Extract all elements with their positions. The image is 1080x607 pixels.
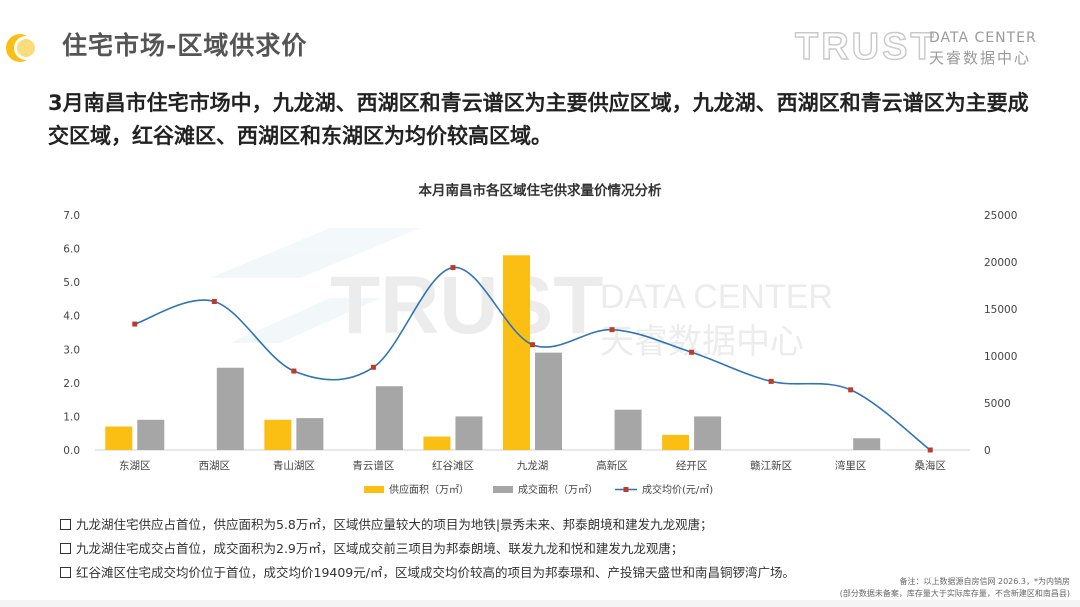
chart-legend: 供应面积（万㎡） 成交面积（万㎡） 成交均价(元/㎡) bbox=[364, 483, 713, 496]
logo-mark-icon bbox=[6, 34, 38, 62]
right-tick-label: 10000 bbox=[984, 351, 1017, 363]
left-tick-label: 7.0 bbox=[63, 210, 80, 222]
supply-bar bbox=[662, 434, 690, 450]
left-tick-label: 4.0 bbox=[63, 311, 80, 323]
supply-bar bbox=[503, 255, 530, 450]
category-tick-label: 东湖区 bbox=[119, 459, 151, 472]
category-tick-label: 西湖区 bbox=[199, 460, 231, 472]
note-item: 九龙湖住宅供应占首位，供应面积为5.8万㎡，区域供应量较大的项目为地铁|景秀未来… bbox=[60, 513, 860, 537]
category-tick-label: 高新区 bbox=[596, 459, 628, 472]
deal-bar bbox=[375, 386, 403, 450]
brand-sub-en: DATA CENTER bbox=[929, 30, 1037, 46]
right-tick-label: 25000 bbox=[984, 210, 1017, 222]
category-tick-label: 经开区 bbox=[676, 459, 708, 472]
legend-swatch-price-marker bbox=[623, 487, 629, 492]
note-item: 九龙湖住宅成交占首位，成交面积为2.9万㎡，区域成交前三项目为邦泰朗境、联发九龙… bbox=[60, 537, 860, 561]
price-point bbox=[848, 387, 854, 393]
price-line bbox=[134, 266, 931, 451]
price-point bbox=[132, 321, 138, 327]
price-point bbox=[211, 298, 217, 304]
category-tick-label: 赣江新区 bbox=[750, 459, 792, 472]
supply-demand-price-chart: TRUST DATA CENTER 天睿数据中心 本月南昌市各区域住宅供求量价情… bbox=[63, 182, 1017, 496]
footnote: 备注：以上数据源自房信网 2026.3，*为内销房 (部分数据未备案，库存量大于… bbox=[790, 576, 1070, 600]
note-text: 九龙湖住宅成交占首位，成交面积为2.9万㎡，区域成交前三项目为邦泰朗境、联发九龙… bbox=[76, 541, 684, 556]
deal-bar bbox=[535, 352, 562, 450]
square-bullet-icon bbox=[60, 543, 71, 554]
left-tick-label: 1.0 bbox=[63, 411, 80, 423]
footnote-line-2: (部分数据未备案，库存量大于实际库存量，不含新建区和南昌县) bbox=[839, 589, 1070, 598]
price-point bbox=[370, 364, 376, 370]
category-tick-label: 青云谱区 bbox=[352, 459, 394, 472]
supply-bar bbox=[264, 419, 292, 450]
chart-bars bbox=[105, 255, 881, 450]
price-point bbox=[291, 368, 297, 374]
chart-price-line bbox=[132, 265, 933, 453]
legend-label-supply: 供应面积（万㎡） bbox=[389, 483, 469, 496]
price-point bbox=[530, 342, 535, 348]
category-tick-label: 九龙湖 bbox=[517, 459, 549, 472]
price-point bbox=[768, 378, 774, 384]
supply-bar bbox=[105, 426, 133, 450]
brand-logo: TRUST DATA CENTER 天睿数据中心 bbox=[794, 26, 1055, 68]
price-point bbox=[450, 265, 456, 271]
deal-bar bbox=[614, 409, 642, 450]
headline: 3月南昌市住宅市场中，九龙湖、西湖区和青云谱区为主要供应区域，九龙湖、西湖区和青… bbox=[48, 91, 1029, 148]
right-tick-label: 20000 bbox=[984, 257, 1017, 269]
price-point bbox=[927, 447, 933, 453]
supply-bar bbox=[423, 436, 451, 450]
right-tick-label: 15000 bbox=[984, 304, 1017, 316]
left-tick-label: 3.0 bbox=[63, 344, 80, 356]
legend-label-price: 成交均价(元/㎡) bbox=[642, 483, 713, 496]
square-bullet-icon bbox=[60, 519, 71, 530]
brand-sub-cn: 天睿数据中心 bbox=[929, 49, 1032, 67]
note-text: 红谷滩区住宅成交均价位于首位，成交均价19409元/㎡，区域成交均价较高的项目为… bbox=[76, 565, 795, 580]
price-point bbox=[689, 349, 695, 355]
page-title: 住宅市场-区域供求价 bbox=[62, 31, 308, 60]
deal-bar bbox=[296, 418, 324, 450]
deal-bar bbox=[216, 367, 244, 450]
watermark-sub-en: DATA CENTER bbox=[600, 278, 833, 316]
watermark: TRUST DATA CENTER 天睿数据中心 bbox=[210, 228, 833, 362]
bottom-bar bbox=[0, 600, 1080, 607]
price-point bbox=[609, 327, 615, 333]
footnote-line-1: 备注：以上数据源自房信网 2026.3，*为内销房 bbox=[899, 577, 1070, 586]
left-tick-label: 5.0 bbox=[63, 277, 80, 289]
deal-bar bbox=[137, 419, 165, 450]
deal-bar bbox=[694, 416, 722, 450]
category-tick-label: 湾里区 bbox=[835, 459, 867, 472]
brand-name: TRUST bbox=[794, 26, 937, 68]
chart-axes: 0.0 1.0 2.0 3.0 4.0 5.0 6.0 7.0 0 5000 10000 15000 2… bbox=[63, 210, 1017, 472]
notes-list: 九龙湖住宅供应占首位，供应面积为5.8万㎡，区域供应量较大的项目为地铁|景秀未来… bbox=[60, 513, 860, 585]
left-tick-label: 6.0 bbox=[63, 244, 80, 256]
chart-title: 本月南昌市各区域住宅供求量价情况分析 bbox=[419, 182, 662, 199]
note-text: 九龙湖住宅供应占首位，供应面积为5.8万㎡，区域供应量较大的项目为地铁|景秀未来… bbox=[76, 517, 713, 532]
legend-swatch-deal bbox=[493, 486, 513, 493]
right-tick-label: 5000 bbox=[984, 398, 1011, 410]
left-tick-label: 0.0 bbox=[63, 445, 80, 457]
deal-bar bbox=[853, 438, 881, 450]
category-tick-label: 青山湖区 bbox=[273, 459, 315, 472]
left-tick-label: 2.0 bbox=[63, 378, 80, 390]
right-tick-label: 0 bbox=[984, 445, 991, 457]
category-tick-label: 红谷滩区 bbox=[432, 459, 474, 472]
deal-bar bbox=[455, 416, 483, 450]
square-bullet-icon bbox=[60, 567, 71, 578]
note-item: 红谷滩区住宅成交均价位于首位，成交均价19409元/㎡，区域成交均价较高的项目为… bbox=[60, 561, 860, 585]
legend-label-deal: 成交面积（万㎡） bbox=[518, 483, 598, 496]
legend-swatch-supply bbox=[364, 486, 384, 493]
watermark-title: TRUST bbox=[330, 260, 603, 351]
category-tick-label: 桑海区 bbox=[914, 459, 946, 472]
